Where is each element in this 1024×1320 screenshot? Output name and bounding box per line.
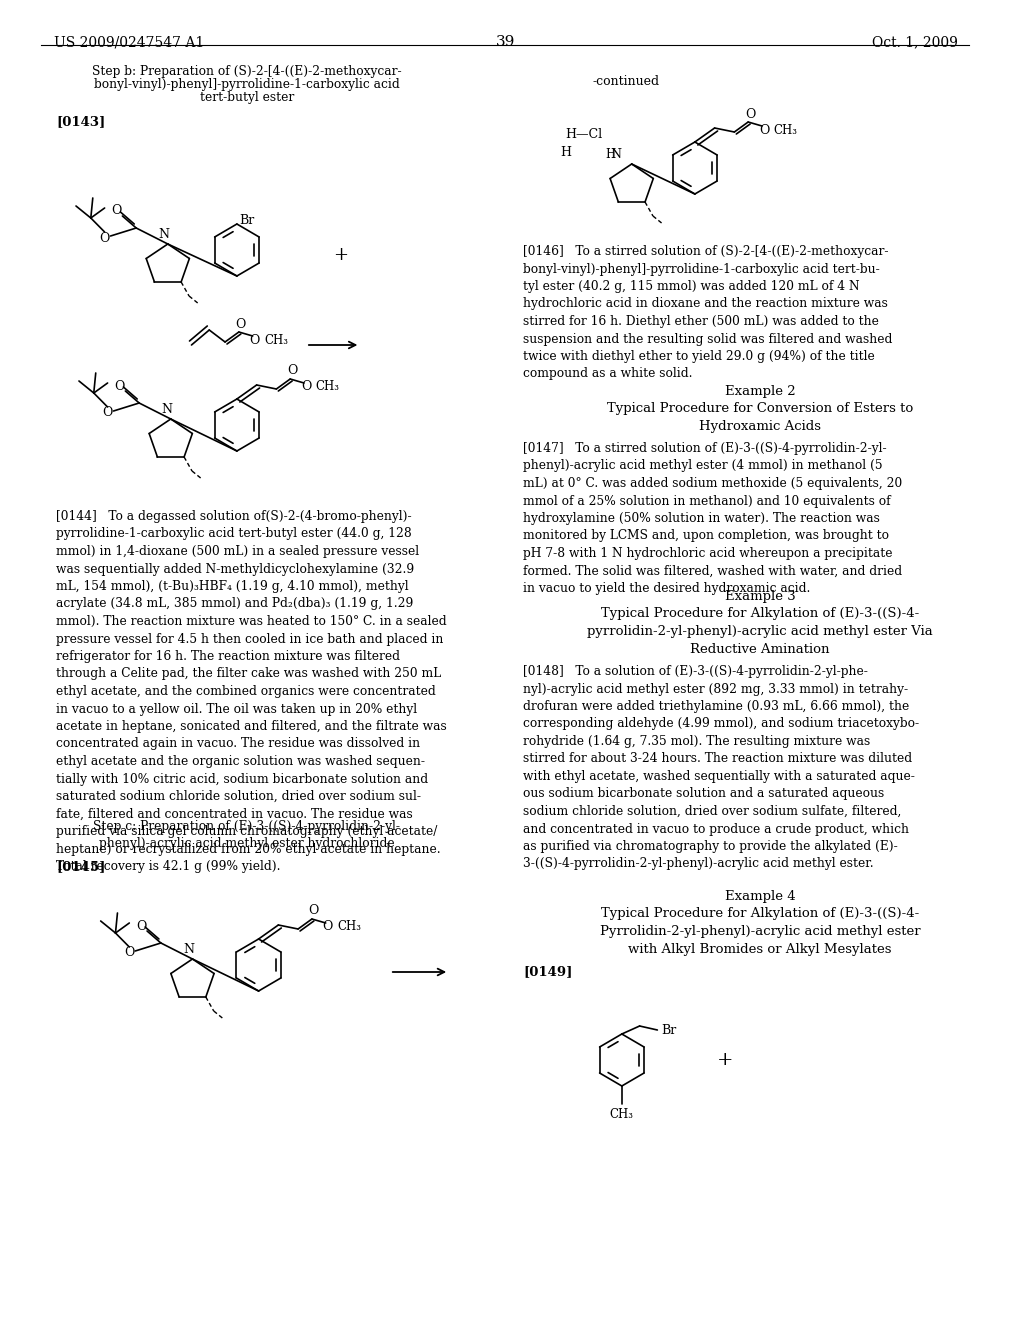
Text: O: O xyxy=(250,334,260,346)
Text: O: O xyxy=(759,124,769,136)
Text: Typical Procedure for Alkylation of (E)-3-((S)-4-: Typical Procedure for Alkylation of (E)-… xyxy=(601,907,920,920)
Text: CH₃: CH₃ xyxy=(774,124,798,136)
Text: Pyrrolidin-2-yl-phenyl)-acrylic acid methyl ester: Pyrrolidin-2-yl-phenyl)-acrylic acid met… xyxy=(600,925,921,939)
Text: Oct. 1, 2009: Oct. 1, 2009 xyxy=(871,36,957,49)
Text: -continued: -continued xyxy=(592,75,659,88)
Text: +: + xyxy=(333,246,348,264)
Text: O: O xyxy=(124,946,134,960)
Text: H—Cl: H—Cl xyxy=(565,128,603,141)
Text: pyrrolidin-2-yl-phenyl)-acrylic acid methyl ester Via: pyrrolidin-2-yl-phenyl)-acrylic acid met… xyxy=(587,624,933,638)
Text: CH₃: CH₃ xyxy=(338,920,361,933)
Text: [0143]: [0143] xyxy=(56,115,105,128)
Text: Example 3: Example 3 xyxy=(725,590,796,603)
Text: +: + xyxy=(717,1051,734,1069)
Text: 39: 39 xyxy=(496,36,515,49)
Text: Step b: Preparation of (S)-2-[4-((E)-2-methoxycar-: Step b: Preparation of (S)-2-[4-((E)-2-m… xyxy=(92,65,401,78)
Text: [0146]   To a stirred solution of (S)-2-[4-((E)-2-methoxycar-
bonyl-vinyl)-pheny: [0146] To a stirred solution of (S)-2-[4… xyxy=(523,246,893,380)
Text: CH₃: CH₃ xyxy=(264,334,289,346)
Text: [0144]   To a degassed solution of(S)-2-(4-bromo-phenyl)-
pyrrolidine-1-carboxyl: [0144] To a degassed solution of(S)-2-(4… xyxy=(56,510,447,873)
Text: CH₃: CH₃ xyxy=(610,1107,634,1121)
Text: Step c: Preparation of (E)-3-((S)-4-pyrrolidin-2-yl-: Step c: Preparation of (E)-3-((S)-4-pyrr… xyxy=(93,820,400,833)
Text: O: O xyxy=(744,107,756,120)
Text: N: N xyxy=(159,228,169,242)
Text: tert-butyl ester: tert-butyl ester xyxy=(200,91,294,104)
Text: Br: Br xyxy=(239,214,254,227)
Text: Typical Procedure for Alkylation of (E)-3-((S)-4-: Typical Procedure for Alkylation of (E)-… xyxy=(601,607,920,620)
Text: bonyl-vinyl)-phenyl]-pyrrolidine-1-carboxylic acid: bonyl-vinyl)-phenyl]-pyrrolidine-1-carbo… xyxy=(94,78,399,91)
Text: O: O xyxy=(308,904,319,917)
Text: O: O xyxy=(99,231,110,244)
Text: Example 2: Example 2 xyxy=(725,385,796,399)
Text: O: O xyxy=(112,205,122,218)
Text: H: H xyxy=(605,148,615,161)
Text: N: N xyxy=(611,148,622,161)
Text: [0145]: [0145] xyxy=(56,861,105,873)
Text: O: O xyxy=(102,407,113,420)
Text: H: H xyxy=(560,145,571,158)
Text: O: O xyxy=(323,920,333,933)
Text: O: O xyxy=(236,318,246,330)
Text: O: O xyxy=(136,920,146,932)
Text: US 2009/0247547 A1: US 2009/0247547 A1 xyxy=(54,36,205,49)
Text: O: O xyxy=(301,380,311,393)
Text: with Alkyl Bromides or Alkyl Mesylates: with Alkyl Bromides or Alkyl Mesylates xyxy=(629,942,892,956)
Text: Reductive Amination: Reductive Amination xyxy=(690,643,829,656)
Text: [0148]   To a solution of (E)-3-((S)-4-pyrrolidin-2-yl-phe-
nyl)-acrylic acid me: [0148] To a solution of (E)-3-((S)-4-pyr… xyxy=(523,665,920,870)
Text: O: O xyxy=(115,380,125,392)
Text: N: N xyxy=(162,403,172,416)
Text: [0147]   To a stirred solution of (E)-3-((S)-4-pyrrolidin-2-yl-
phenyl)-acrylic : [0147] To a stirred solution of (E)-3-((… xyxy=(523,442,902,595)
Text: Br: Br xyxy=(662,1023,677,1036)
Text: Hydroxamic Acids: Hydroxamic Acids xyxy=(699,420,821,433)
Text: N: N xyxy=(183,942,194,956)
Text: Example 4: Example 4 xyxy=(725,890,796,903)
Text: Typical Procedure for Conversion of Esters to: Typical Procedure for Conversion of Este… xyxy=(607,403,913,414)
Text: O: O xyxy=(287,364,297,378)
Text: CH₃: CH₃ xyxy=(315,380,340,393)
Text: phenyl)-acrylic acid methyl ester hydrochloride: phenyl)-acrylic acid methyl ester hydroc… xyxy=(99,837,394,850)
Text: [0149]: [0149] xyxy=(523,965,572,978)
